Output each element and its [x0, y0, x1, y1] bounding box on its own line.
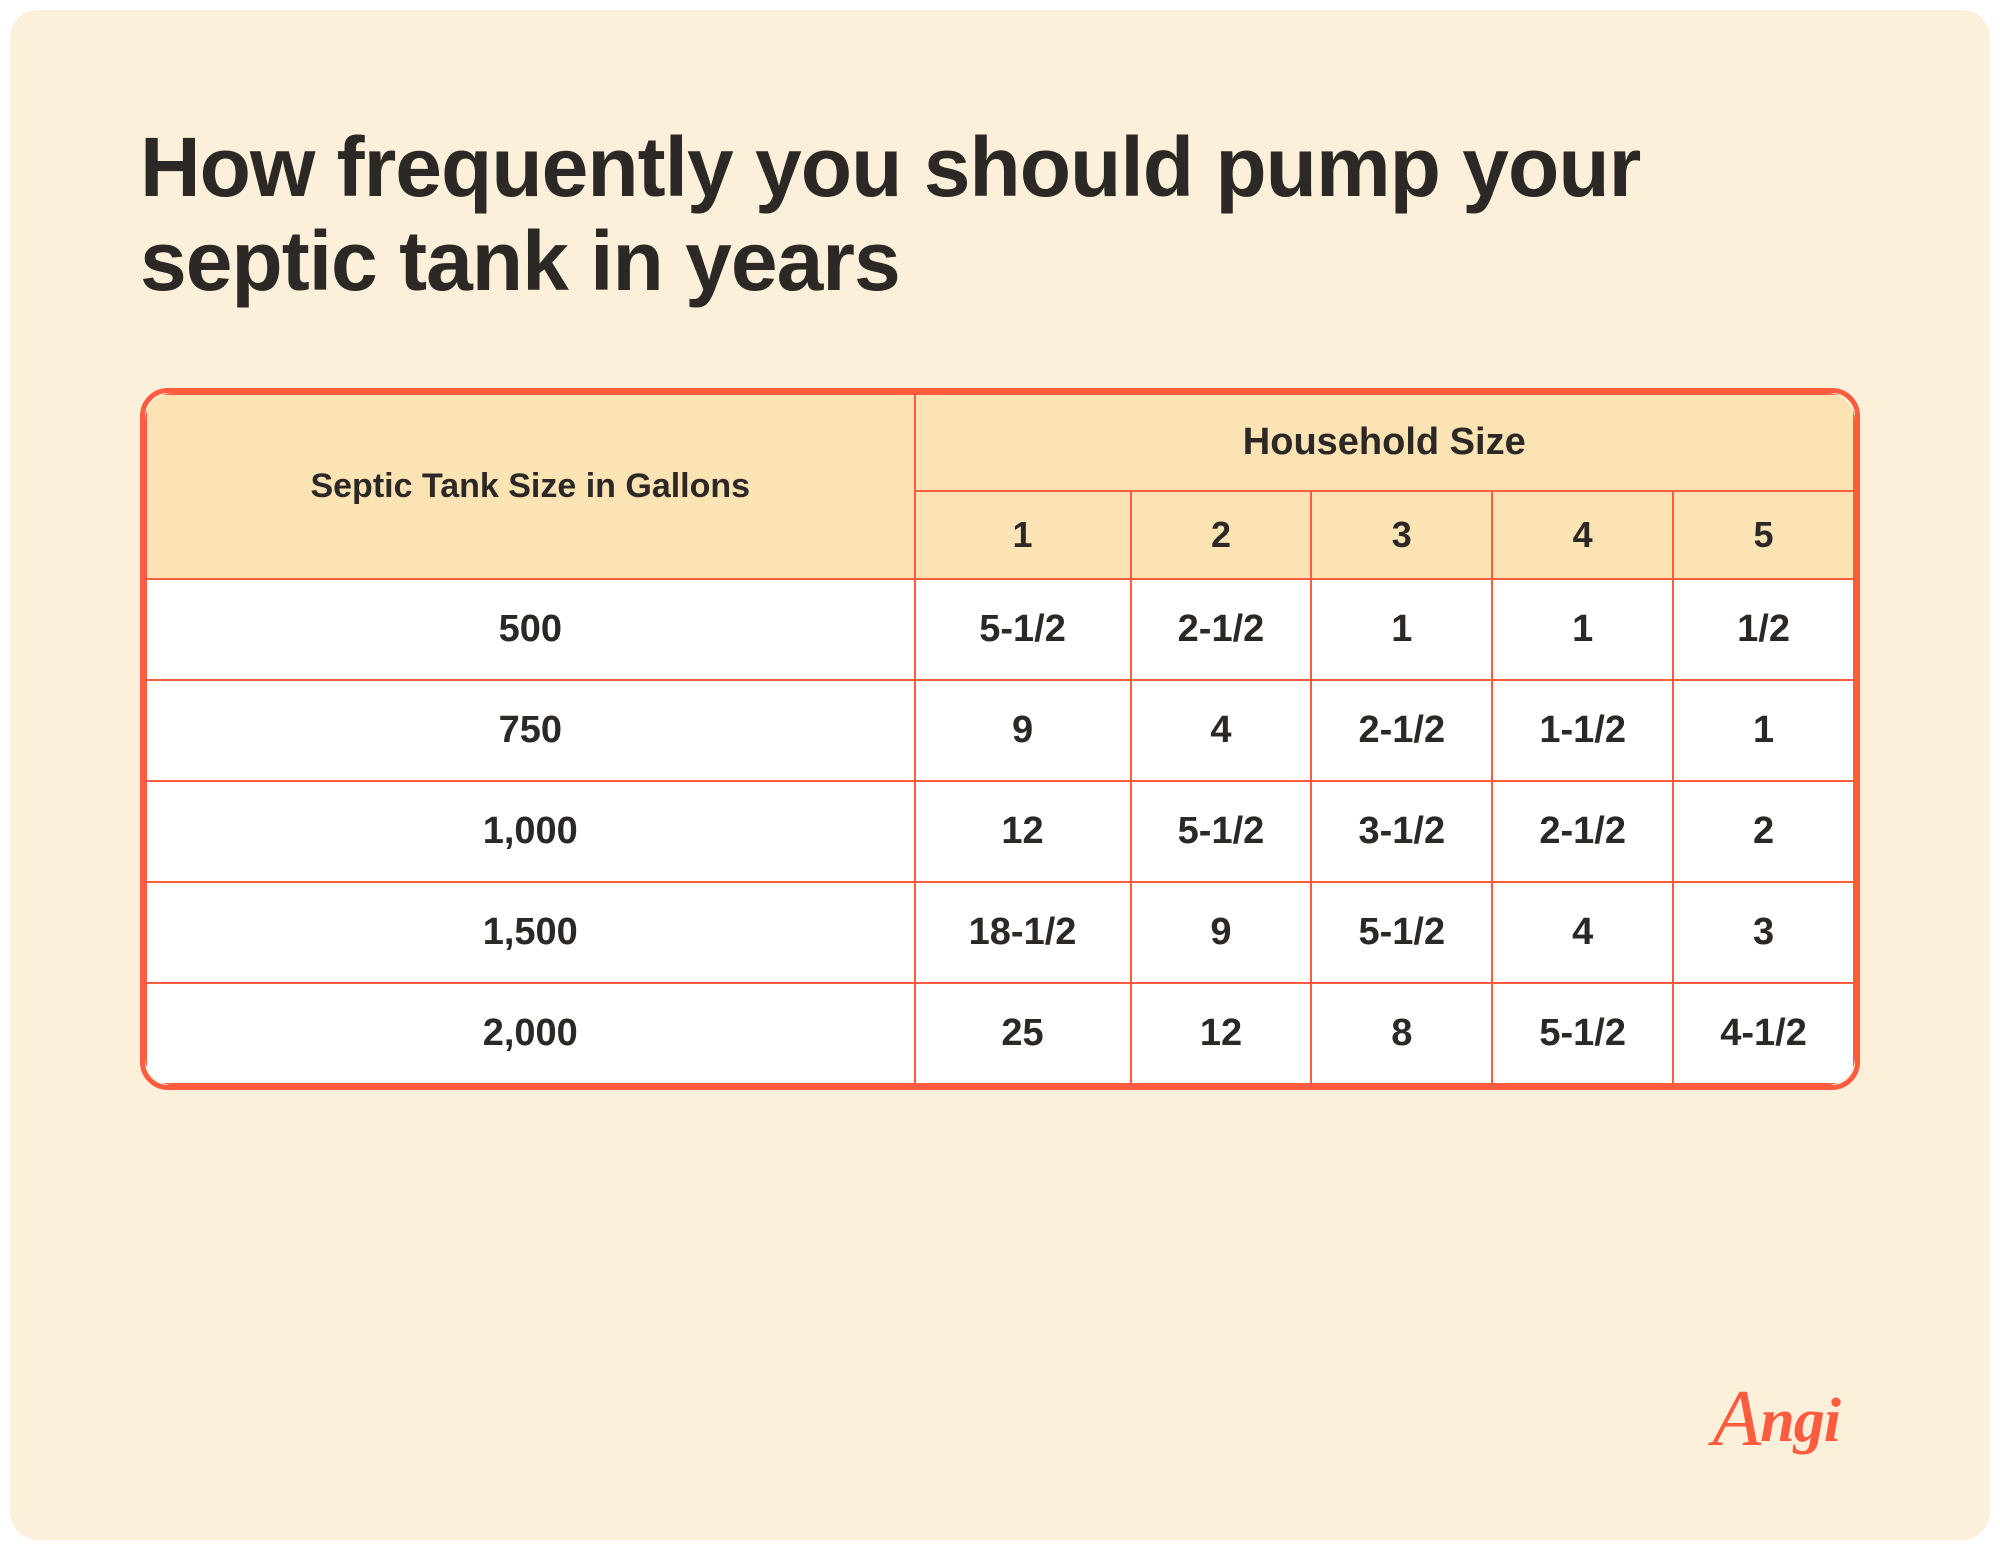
table-row: 1,000 12 5-1/2 3-1/2 2-1/2 2 — [146, 781, 1854, 882]
cell: 2-1/2 — [1492, 781, 1673, 882]
cell: 18-1/2 — [915, 882, 1131, 983]
logo-glyph-a: A — [1712, 1375, 1760, 1463]
cell: 1-1/2 — [1492, 680, 1673, 781]
row-size: 2,000 — [146, 983, 915, 1084]
cell: 5-1/2 — [1311, 882, 1492, 983]
cell: 25 — [915, 983, 1131, 1084]
col-header-label: Household Size — [915, 394, 1854, 491]
cell: 4 — [1131, 680, 1312, 781]
cell: 5-1/2 — [915, 579, 1131, 680]
cell: 3-1/2 — [1311, 781, 1492, 882]
cell: 9 — [915, 680, 1131, 781]
col-header: 1 — [915, 491, 1131, 579]
cell: 1 — [1673, 680, 1854, 781]
row-header-label: Septic Tank Size in Gallons — [146, 394, 915, 579]
table-container: Septic Tank Size in Gallons Household Si… — [140, 388, 1860, 1090]
col-header: 3 — [1311, 491, 1492, 579]
cell: 1 — [1492, 579, 1673, 680]
cell: 2-1/2 — [1131, 579, 1312, 680]
cell: 9 — [1131, 882, 1312, 983]
pump-frequency-table: Septic Tank Size in Gallons Household Si… — [145, 393, 1855, 1085]
cell: 8 — [1311, 983, 1492, 1084]
cell: 5-1/2 — [1492, 983, 1673, 1084]
page-title: How frequently you should pump your sept… — [140, 120, 1860, 308]
angi-logo: Angi — [1712, 1374, 1840, 1465]
cell: 12 — [915, 781, 1131, 882]
col-header: 2 — [1131, 491, 1312, 579]
table-row: 500 5-1/2 2-1/2 1 1 1/2 — [146, 579, 1854, 680]
cell: 12 — [1131, 983, 1312, 1084]
cell: 2-1/2 — [1311, 680, 1492, 781]
cell: 3 — [1673, 882, 1854, 983]
cell: 5-1/2 — [1131, 781, 1312, 882]
cell: 4 — [1492, 882, 1673, 983]
row-size: 1,000 — [146, 781, 915, 882]
cell: 1/2 — [1673, 579, 1854, 680]
cell: 2 — [1673, 781, 1854, 882]
table-row: 750 9 4 2-1/2 1-1/2 1 — [146, 680, 1854, 781]
col-header: 4 — [1492, 491, 1673, 579]
logo-text-rest: ngi — [1760, 1387, 1840, 1455]
cell: 4-1/2 — [1673, 983, 1854, 1084]
table-row: 1,500 18-1/2 9 5-1/2 4 3 — [146, 882, 1854, 983]
cell: 1 — [1311, 579, 1492, 680]
col-header: 5 — [1673, 491, 1854, 579]
row-size: 1,500 — [146, 882, 915, 983]
table-row: 2,000 25 12 8 5-1/2 4-1/2 — [146, 983, 1854, 1084]
row-size: 500 — [146, 579, 915, 680]
infographic-card: How frequently you should pump your sept… — [10, 10, 1990, 1540]
row-size: 750 — [146, 680, 915, 781]
